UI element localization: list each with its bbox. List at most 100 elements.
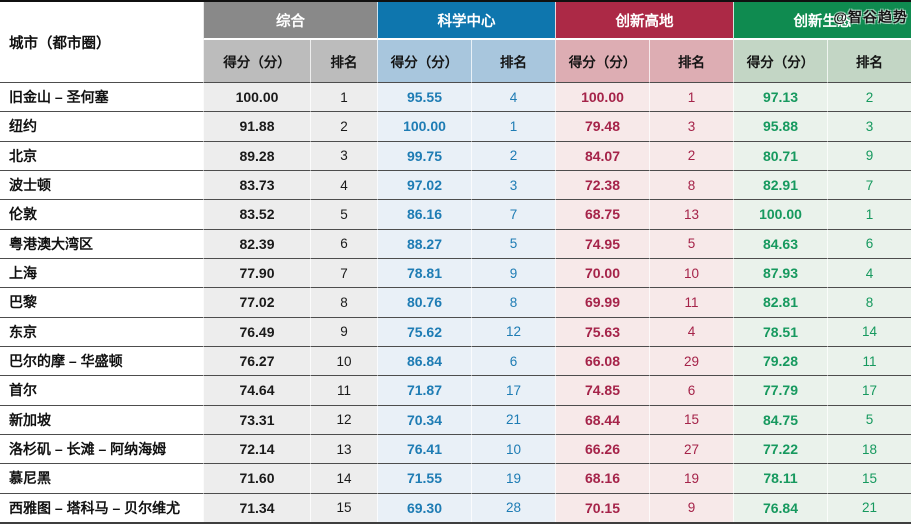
rank-cell: 1 bbox=[827, 199, 911, 229]
city-cell: 粤港澳大湾区 bbox=[0, 228, 203, 258]
score-cell: 71.60 bbox=[203, 463, 310, 493]
score-cell: 75.62 bbox=[377, 316, 471, 346]
rank-cell: 19 bbox=[471, 463, 555, 493]
rank-cell: 6 bbox=[471, 346, 555, 376]
city-cell: 东京 bbox=[0, 316, 203, 346]
score-cell: 66.26 bbox=[555, 434, 649, 464]
score-cell: 83.73 bbox=[203, 170, 310, 200]
score-cell: 100.00 bbox=[733, 199, 827, 229]
score-cell: 100.00 bbox=[555, 82, 649, 112]
rank-cell: 2 bbox=[827, 82, 911, 112]
score-cell: 97.02 bbox=[377, 170, 471, 200]
city-cell: 慕尼黑 bbox=[0, 463, 203, 493]
rank-cell: 13 bbox=[310, 434, 377, 464]
score-cell: 89.28 bbox=[203, 140, 310, 170]
rank-cell: 9 bbox=[471, 258, 555, 288]
score-cell: 77.79 bbox=[733, 375, 827, 405]
rank-cell: 5 bbox=[649, 228, 733, 258]
score-column-header: 得分（分） bbox=[555, 40, 649, 82]
rank-cell: 3 bbox=[471, 170, 555, 200]
score-cell: 68.16 bbox=[555, 463, 649, 493]
rank-cell: 1 bbox=[649, 82, 733, 112]
score-cell: 71.34 bbox=[203, 492, 310, 522]
score-cell: 78.11 bbox=[733, 463, 827, 493]
score-cell: 74.95 bbox=[555, 228, 649, 258]
rank-column-header: 排名 bbox=[827, 40, 911, 82]
city-column-header: 城市（都市圈） bbox=[0, 2, 203, 82]
rank-cell: 14 bbox=[310, 463, 377, 493]
rank-cell: 27 bbox=[649, 434, 733, 464]
rank-cell: 11 bbox=[649, 287, 733, 317]
score-column-header: 得分（分） bbox=[203, 40, 310, 82]
rank-cell: 15 bbox=[649, 404, 733, 434]
score-cell: 78.81 bbox=[377, 258, 471, 288]
score-cell: 70.34 bbox=[377, 404, 471, 434]
group-header-science-center: 科学中心 bbox=[377, 2, 555, 40]
rank-cell: 21 bbox=[827, 492, 911, 522]
rank-cell: 5 bbox=[827, 404, 911, 434]
score-cell: 82.91 bbox=[733, 170, 827, 200]
rank-cell: 1 bbox=[310, 82, 377, 112]
score-cell: 76.49 bbox=[203, 316, 310, 346]
rank-cell: 15 bbox=[310, 492, 377, 522]
city-cell: 北京 bbox=[0, 140, 203, 170]
score-cell: 82.81 bbox=[733, 287, 827, 317]
rank-cell: 21 bbox=[471, 404, 555, 434]
rank-column-header: 排名 bbox=[649, 40, 733, 82]
score-cell: 78.51 bbox=[733, 316, 827, 346]
rank-cell: 3 bbox=[649, 111, 733, 141]
score-cell: 95.55 bbox=[377, 82, 471, 112]
score-cell: 100.00 bbox=[377, 111, 471, 141]
score-cell: 71.87 bbox=[377, 375, 471, 405]
score-cell: 76.84 bbox=[733, 492, 827, 522]
rank-cell: 1 bbox=[471, 111, 555, 141]
score-cell: 86.16 bbox=[377, 199, 471, 229]
score-cell: 79.48 bbox=[555, 111, 649, 141]
rank-cell: 4 bbox=[310, 170, 377, 200]
group-header-comprehensive: 综合 bbox=[203, 2, 377, 40]
score-cell: 74.85 bbox=[555, 375, 649, 405]
rank-cell: 13 bbox=[649, 199, 733, 229]
score-cell: 99.75 bbox=[377, 140, 471, 170]
rank-cell: 15 bbox=[827, 463, 911, 493]
score-cell: 77.22 bbox=[733, 434, 827, 464]
city-cell: 旧金山 – 圣何塞 bbox=[0, 82, 203, 112]
score-cell: 91.88 bbox=[203, 111, 310, 141]
rank-cell: 8 bbox=[471, 287, 555, 317]
rank-cell: 2 bbox=[649, 140, 733, 170]
rank-cell: 17 bbox=[471, 375, 555, 405]
rank-cell: 6 bbox=[649, 375, 733, 405]
city-cell: 新加坡 bbox=[0, 404, 203, 434]
score-cell: 74.64 bbox=[203, 375, 310, 405]
score-cell: 73.31 bbox=[203, 404, 310, 434]
rank-column-header: 排名 bbox=[310, 40, 377, 82]
score-cell: 72.38 bbox=[555, 170, 649, 200]
score-cell: 68.44 bbox=[555, 404, 649, 434]
rank-cell: 11 bbox=[310, 375, 377, 405]
city-cell: 西雅图 – 塔科马 – 贝尔维尤 bbox=[0, 492, 203, 522]
score-cell: 82.39 bbox=[203, 228, 310, 258]
score-cell: 66.08 bbox=[555, 346, 649, 376]
score-column-header: 得分（分） bbox=[733, 40, 827, 82]
score-cell: 100.00 bbox=[203, 82, 310, 112]
city-cell: 伦敦 bbox=[0, 199, 203, 229]
score-cell: 80.76 bbox=[377, 287, 471, 317]
score-cell: 83.52 bbox=[203, 199, 310, 229]
rank-cell: 17 bbox=[827, 375, 911, 405]
score-cell: 86.84 bbox=[377, 346, 471, 376]
rank-cell: 2 bbox=[310, 111, 377, 141]
score-cell: 69.30 bbox=[377, 492, 471, 522]
score-column-header: 得分（分） bbox=[377, 40, 471, 82]
rank-cell: 9 bbox=[310, 316, 377, 346]
city-cell: 首尔 bbox=[0, 375, 203, 405]
score-cell: 70.15 bbox=[555, 492, 649, 522]
score-cell: 97.13 bbox=[733, 82, 827, 112]
score-cell: 88.27 bbox=[377, 228, 471, 258]
rank-cell: 9 bbox=[827, 140, 911, 170]
rank-cell: 3 bbox=[827, 111, 911, 141]
score-cell: 84.63 bbox=[733, 228, 827, 258]
score-cell: 84.75 bbox=[733, 404, 827, 434]
rank-cell: 5 bbox=[471, 228, 555, 258]
city-cell: 波士顿 bbox=[0, 170, 203, 200]
city-cell: 巴黎 bbox=[0, 287, 203, 317]
